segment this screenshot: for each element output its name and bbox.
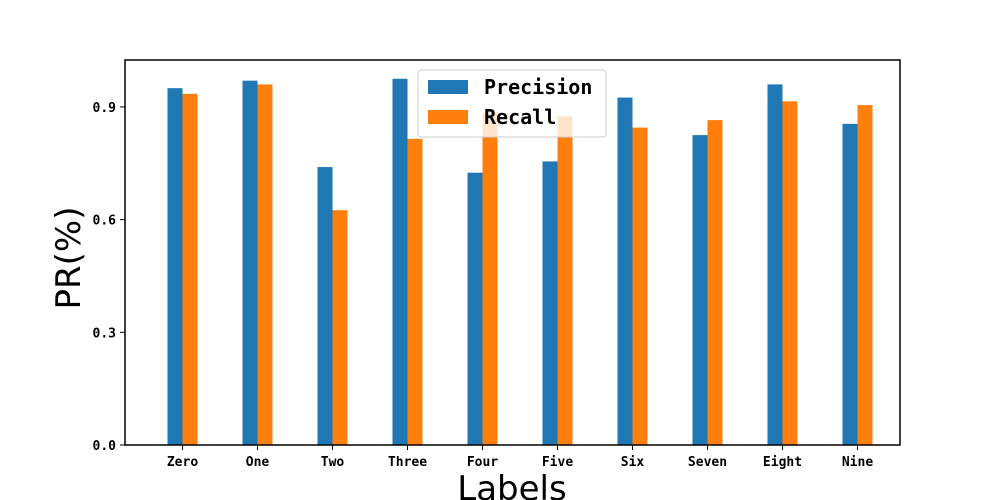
x-tick-label: Six — [621, 455, 645, 470]
x-tick-label: Four — [467, 455, 498, 470]
x-tick-label: Nine — [842, 455, 873, 470]
bar-precision-three — [392, 78, 408, 445]
x-tick-label: Two — [321, 455, 345, 470]
plot-frame — [124, 59, 901, 446]
bar-recall-three — [407, 138, 423, 445]
x-tick-label: Zero — [167, 455, 198, 470]
bar-recall-nine — [857, 105, 873, 445]
bar-precision-zero — [167, 88, 183, 446]
y-tick-label: 0.9 — [93, 101, 116, 116]
y-tick-label: 0.3 — [93, 326, 116, 341]
x-tick-label: Five — [542, 455, 573, 470]
bar-precision-four — [467, 172, 483, 445]
bar-recall-seven — [707, 120, 723, 445]
bar-precision-seven — [692, 135, 708, 445]
y-axis-title: PR(%) — [49, 207, 89, 310]
bar-recall-six — [632, 127, 648, 446]
x-tick-label: Seven — [688, 455, 727, 470]
legend-label-precision: Precision — [484, 75, 592, 99]
bar-precision-one — [242, 80, 258, 445]
legend: Precision Recall — [417, 69, 607, 138]
bar-recall-two — [332, 210, 348, 445]
y-tick-label: 0.6 — [93, 214, 117, 229]
x-tick-label: One — [246, 455, 270, 470]
legend-swatch-precision — [428, 80, 468, 94]
x-axis: Zero One Two Three Four Five Six Seven Eight Nine — [167, 445, 873, 470]
y-tick-label: 0.0 — [93, 439, 117, 454]
bar-precision-six — [617, 97, 633, 445]
x-tick-label: Eight — [763, 455, 802, 470]
legend-swatch-recall — [428, 110, 468, 124]
bar-recall-zero — [182, 93, 198, 446]
bar-recall-one — [257, 84, 273, 445]
bar-precision-two — [317, 167, 333, 446]
bars-layer — [167, 78, 873, 446]
bar-recall-four — [482, 112, 498, 446]
legend-label-recall: Recall — [484, 105, 556, 129]
bar-precision-eight — [767, 84, 783, 445]
bar-precision-nine — [842, 123, 858, 445]
bar-recall-eight — [782, 101, 798, 445]
y-axis: 0.0 0.3 0.6 0.9 — [93, 101, 125, 454]
x-axis-title: Labels — [457, 469, 566, 500]
x-tick-label: Three — [388, 455, 427, 470]
bar-precision-five — [542, 161, 558, 446]
bar-recall-five — [557, 116, 573, 445]
